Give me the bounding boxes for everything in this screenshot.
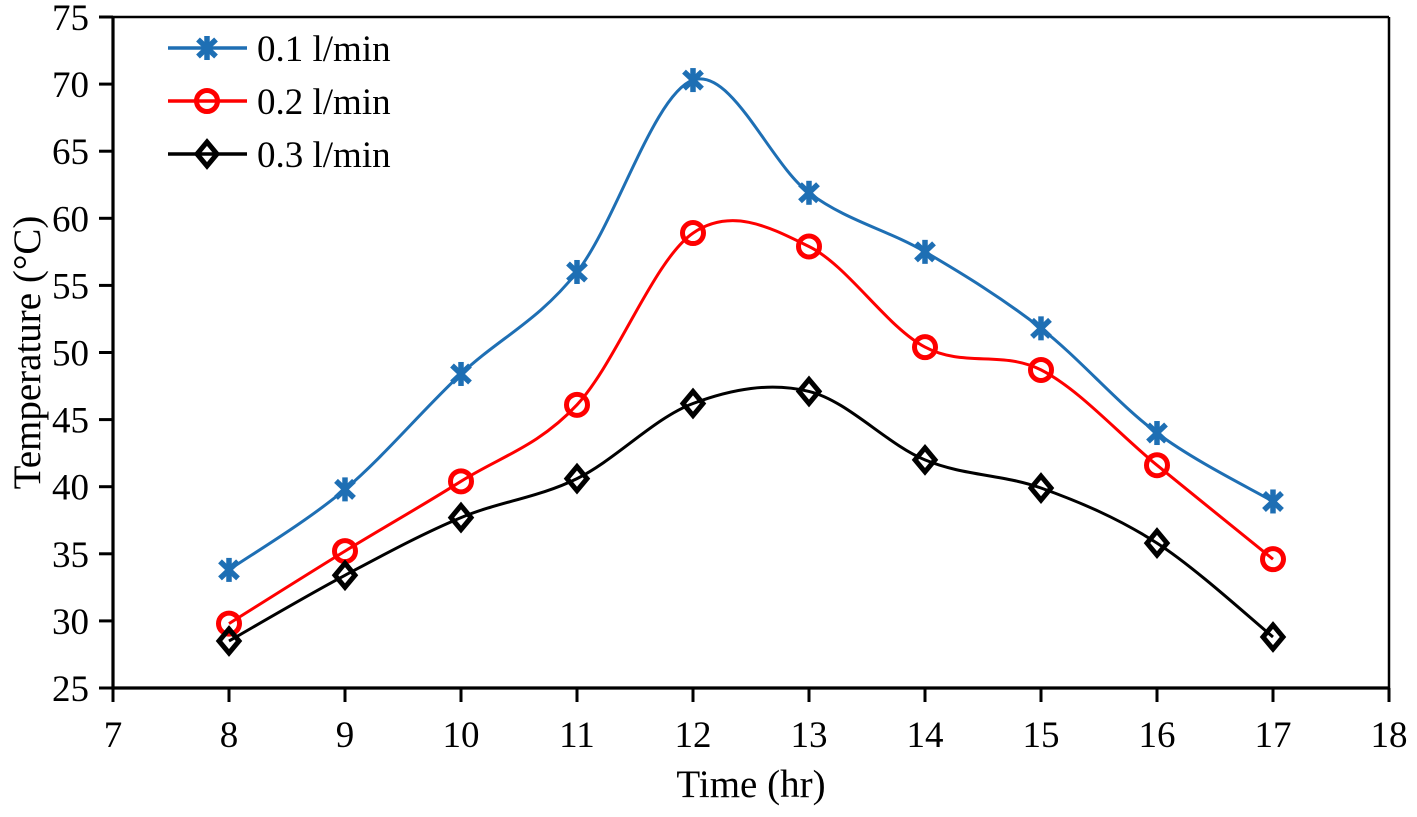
series-marker bbox=[450, 361, 472, 386]
x-tick-label: 16 bbox=[1139, 715, 1176, 756]
series-marker bbox=[1146, 421, 1168, 446]
series-marker bbox=[331, 559, 359, 592]
y-tick-label: 25 bbox=[52, 669, 89, 710]
series-marker bbox=[679, 387, 707, 420]
legend-item: 0.3 l/min bbox=[168, 135, 391, 176]
legend-label: 0.1 l/min bbox=[257, 29, 391, 70]
series-0-1-l-min bbox=[218, 68, 1284, 582]
series-marker bbox=[680, 220, 706, 247]
series-marker bbox=[218, 557, 240, 582]
series-marker bbox=[1030, 316, 1052, 341]
series-marker bbox=[911, 443, 939, 476]
series-marker bbox=[914, 239, 936, 264]
x-tick-label: 17 bbox=[1255, 715, 1292, 756]
circle-marker-icon bbox=[194, 88, 220, 114]
legend-item: 0.2 l/min bbox=[168, 82, 391, 123]
y-tick-label: 55 bbox=[52, 266, 89, 307]
y-tick-label: 30 bbox=[52, 602, 89, 643]
series-marker bbox=[682, 68, 704, 93]
y-tick-label: 65 bbox=[52, 132, 89, 173]
y-tick-label: 40 bbox=[52, 468, 89, 509]
series-marker bbox=[215, 625, 243, 657]
legend-item: 0.1 l/min bbox=[168, 29, 391, 70]
x-tick-label: 13 bbox=[791, 715, 828, 756]
x-tick-label: 18 bbox=[1371, 715, 1408, 756]
series-marker bbox=[1027, 472, 1055, 504]
x-tick-label: 12 bbox=[675, 715, 712, 756]
legend-label: 0.3 l/min bbox=[257, 135, 391, 176]
x-tick-label: 15 bbox=[1023, 715, 1060, 756]
series-0-3-l-min bbox=[215, 375, 1287, 657]
x-tick-label: 7 bbox=[104, 715, 123, 756]
y-tick-label: 45 bbox=[52, 401, 89, 442]
series-marker bbox=[795, 375, 823, 408]
x-tick-label: 14 bbox=[907, 715, 944, 756]
x-tick-label: 8 bbox=[220, 715, 239, 756]
series-marker bbox=[1028, 356, 1054, 383]
series-marker bbox=[447, 501, 475, 534]
series-line bbox=[228, 77, 1274, 572]
series-marker bbox=[912, 334, 938, 361]
y-tick-label: 60 bbox=[52, 199, 89, 240]
series-marker bbox=[334, 477, 356, 502]
x-axis-label: Time (hr) bbox=[676, 763, 825, 806]
series-marker bbox=[796, 233, 822, 260]
series-marker bbox=[448, 468, 474, 495]
series-marker bbox=[1144, 452, 1170, 479]
series-marker bbox=[798, 180, 820, 205]
series-marker bbox=[216, 610, 242, 637]
y-tick-label: 70 bbox=[52, 65, 89, 106]
y-tick-label: 75 bbox=[52, 0, 89, 39]
series-marker bbox=[1259, 621, 1287, 653]
x-tick-label: 10 bbox=[443, 715, 480, 756]
asterisk-marker-icon bbox=[196, 36, 218, 60]
series-marker bbox=[1143, 527, 1171, 559]
series-marker bbox=[1262, 489, 1284, 514]
legend: 0.1 l/min 0.2 l/min 0.3 l/min bbox=[168, 29, 391, 176]
series-marker bbox=[563, 462, 591, 495]
diamond-marker-icon bbox=[193, 138, 221, 170]
x-tick-label: 11 bbox=[559, 715, 595, 756]
y-tick-label: 35 bbox=[52, 535, 89, 576]
x-tick-label: 9 bbox=[336, 715, 355, 756]
series-marker bbox=[564, 391, 590, 418]
series-marker bbox=[1260, 546, 1286, 573]
legend-label: 0.2 l/min bbox=[257, 82, 391, 123]
series-line bbox=[228, 219, 1274, 625]
series-line bbox=[228, 385, 1274, 643]
series-0-2-l-min bbox=[216, 219, 1286, 637]
series-marker bbox=[566, 259, 588, 284]
y-tick-label: 50 bbox=[52, 334, 89, 375]
y-axis-label: Temperature (°C) bbox=[6, 216, 49, 490]
